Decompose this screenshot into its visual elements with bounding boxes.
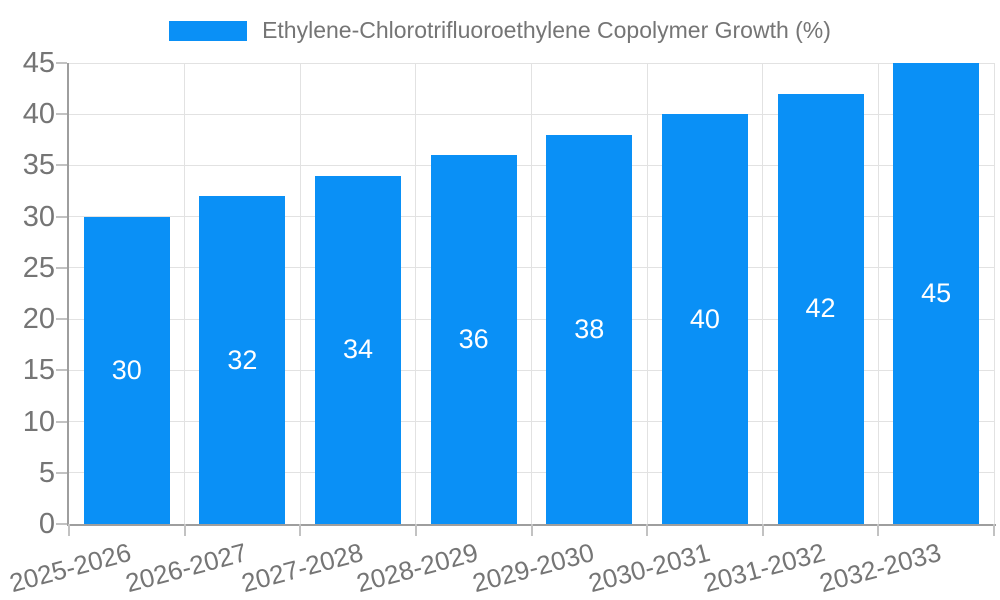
y-tick-label: 35: [22, 149, 55, 182]
y-tick-mark: [56, 62, 67, 64]
bar-value-label: 32: [227, 344, 258, 375]
bar-value-label: 36: [458, 324, 489, 355]
y-tick-mark: [56, 215, 67, 218]
x-tick-mark: [646, 524, 649, 536]
plot-area: 30 32 34 36 38 40 42 45: [56, 62, 996, 536]
x-gridline: [762, 63, 764, 524]
bar[interactable]: 40: [661, 114, 748, 524]
x-tick-mark: [414, 524, 417, 536]
y-tick-mark: [56, 420, 67, 423]
x-tick-mark: [530, 524, 533, 536]
chart-legend[interactable]: Ethylene-Chlorotrifluoroethylene Copolym…: [0, 17, 1000, 44]
x-tick-label: 2030-2031: [584, 537, 713, 599]
y-tick-mark: [56, 369, 67, 372]
y-tick-label: 0: [38, 508, 55, 540]
bar[interactable]: 45: [893, 63, 980, 524]
y-tick-label: 5: [38, 456, 55, 489]
x-tick-label: 2031-2032: [700, 537, 829, 599]
bar-value-label: 45: [921, 278, 952, 308]
y-tick-label: 20: [22, 303, 55, 336]
bar-value-label: 30: [111, 354, 142, 385]
x-tick-label: 2029-2030: [469, 537, 598, 599]
legend-swatch-icon: [169, 20, 248, 41]
bar[interactable]: 42: [777, 93, 864, 524]
y-axis-line: [67, 63, 69, 526]
y-tick-mark: [56, 164, 67, 167]
x-tick-mark: [993, 524, 995, 536]
x-tick-mark: [877, 524, 880, 536]
bar-value-label: 34: [343, 334, 374, 365]
bar-value-label: 38: [574, 313, 605, 344]
x-tick-mark: [68, 524, 70, 536]
x-tick-mark: [299, 524, 302, 536]
x-tick-label: 2028-2029: [353, 537, 482, 599]
x-gridline: [993, 63, 995, 524]
x-tick-label: 2032-2033: [816, 537, 944, 599]
bar[interactable]: 36: [430, 155, 517, 524]
bar[interactable]: 38: [546, 134, 633, 524]
y-tick-mark: [56, 523, 67, 525]
x-gridline: [877, 63, 879, 524]
x-gridline: [299, 63, 301, 524]
y-tick-label: 25: [22, 251, 55, 284]
x-tick-mark: [183, 524, 186, 536]
x-tick-label: 2025-2026: [6, 537, 135, 599]
x-gridline: [415, 63, 417, 524]
y-tick-label: 10: [22, 405, 55, 438]
y-tick-mark: [56, 471, 67, 474]
y-tick-label: 15: [22, 354, 55, 387]
y-tick-mark: [56, 113, 67, 116]
y-tick-label: 45: [22, 47, 55, 79]
bar[interactable]: 32: [199, 196, 286, 524]
y-tick-mark: [56, 318, 67, 321]
x-tick-label: 2027-2028: [237, 537, 366, 599]
y-tick-mark: [56, 266, 67, 269]
x-gridline: [646, 63, 648, 524]
x-gridline: [531, 63, 532, 524]
x-gridline: [184, 63, 186, 524]
bar-value-label: 42: [805, 293, 836, 324]
x-tick-label: 2026-2027: [122, 537, 251, 599]
legend-label: Ethylene-Chlorotrifluoroethylene Copolym…: [262, 17, 831, 43]
bar[interactable]: 34: [315, 175, 402, 524]
bar[interactable]: 30: [83, 216, 170, 524]
x-tick-mark: [761, 524, 764, 536]
bar-value-label: 40: [689, 303, 720, 334]
y-tick-label: 40: [22, 98, 55, 131]
y-tick-label: 30: [22, 200, 55, 233]
